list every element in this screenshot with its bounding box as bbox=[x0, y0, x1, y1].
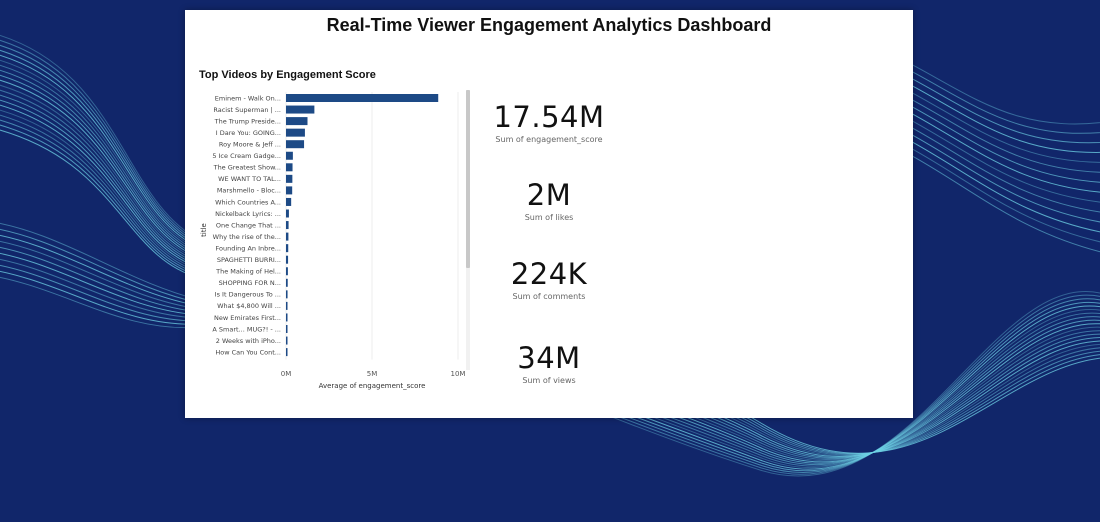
category-label: A Smart... MUG?! - ... bbox=[212, 325, 281, 333]
kpi-card-views: 34M Sum of views bbox=[475, 341, 623, 385]
kpi-card-engagement-score: 17.54M Sum of engagement_score bbox=[475, 100, 623, 144]
kpi-likes-label: Sum of likes bbox=[524, 213, 574, 222]
category-label: The Greatest Show... bbox=[213, 164, 281, 172]
category-label: How Can You Cont... bbox=[215, 348, 281, 356]
bar[interactable] bbox=[286, 151, 293, 160]
dashboard-title: Real-Time Viewer Engagement Analytics Da… bbox=[326, 15, 772, 35]
category-label: WE WANT TO TAL... bbox=[218, 175, 281, 183]
category-label: SPAGHETTI BURRI... bbox=[217, 256, 281, 264]
kpi-views-value: 34M bbox=[517, 341, 581, 375]
bar[interactable] bbox=[286, 348, 288, 357]
category-label: The Trump Preside... bbox=[214, 117, 281, 125]
bar[interactable] bbox=[286, 336, 288, 345]
bar[interactable] bbox=[286, 278, 288, 287]
x-tick-label: 0M bbox=[281, 370, 292, 378]
category-label: 2 Weeks with iPho... bbox=[216, 337, 281, 345]
bar[interactable] bbox=[286, 267, 288, 276]
category-label: What $4,800 Will ... bbox=[217, 302, 281, 310]
category-label: Nickelback Lyrics: ... bbox=[215, 210, 281, 218]
bar[interactable] bbox=[286, 301, 288, 310]
x-tick-label: 5M bbox=[367, 370, 378, 378]
bar[interactable] bbox=[286, 163, 293, 172]
category-label: Racist Superman | ... bbox=[213, 106, 281, 114]
bar[interactable] bbox=[286, 244, 289, 253]
category-label: Founding An Inbre... bbox=[216, 244, 282, 252]
bar[interactable] bbox=[286, 197, 292, 206]
category-label: SHOPPING FOR N... bbox=[219, 279, 281, 287]
wave-line bbox=[0, 270, 201, 325]
wave-line bbox=[0, 246, 201, 313]
category-label: Marshmello - Bloc... bbox=[217, 187, 281, 195]
wave-line bbox=[0, 276, 201, 329]
bar[interactable] bbox=[286, 128, 305, 137]
category-label: Why the rise of the... bbox=[213, 233, 281, 241]
category-label: The Making of Hel... bbox=[215, 268, 281, 276]
category-label: Eminem - Walk On... bbox=[215, 94, 281, 102]
category-label: I Dare You: GOING... bbox=[216, 129, 281, 137]
category-label: New Emirates First... bbox=[214, 314, 281, 322]
bar[interactable] bbox=[286, 232, 289, 241]
chart-title: Top Videos by Engagement Score bbox=[199, 69, 376, 81]
wave-line bbox=[0, 252, 201, 316]
wave-line bbox=[0, 264, 201, 322]
chart-scrollbar-thumb[interactable] bbox=[466, 90, 470, 268]
bar[interactable] bbox=[286, 221, 289, 230]
wave-line bbox=[0, 234, 201, 307]
kpi-likes-value: 2M bbox=[526, 178, 572, 212]
y-axis-title: title bbox=[200, 223, 208, 237]
engagement-bar-chart: Eminem - Walk On... Racist Superman | ...… bbox=[200, 90, 470, 390]
category-label: Which Countries A... bbox=[215, 198, 281, 206]
bar[interactable] bbox=[286, 105, 315, 114]
kpi-card-likes: 2M Sum of likes bbox=[475, 178, 623, 222]
x-axis-title: Average of engagement_score bbox=[319, 382, 426, 390]
bar[interactable] bbox=[286, 313, 288, 322]
category-label: Is It Dangerous To ... bbox=[215, 291, 281, 299]
wave-line bbox=[0, 240, 201, 310]
bar[interactable] bbox=[286, 117, 308, 126]
wave-line bbox=[0, 258, 201, 319]
bar[interactable] bbox=[286, 255, 289, 264]
bar[interactable] bbox=[286, 325, 288, 333]
wave-line bbox=[0, 228, 201, 304]
kpi-comments-label: Sum of comments bbox=[512, 292, 586, 301]
bar[interactable] bbox=[286, 94, 439, 102]
kpi-card-comments: 224K Sum of comments bbox=[475, 257, 623, 301]
kpi-engagement-score-value: 17.54M bbox=[493, 100, 605, 134]
kpi-views-label: Sum of views bbox=[522, 376, 576, 385]
bar[interactable] bbox=[286, 140, 305, 149]
x-tick-label: 10M bbox=[451, 370, 466, 378]
category-label: 5 Ice Cream Gadge... bbox=[212, 152, 281, 160]
bar[interactable] bbox=[286, 186, 293, 195]
dashboard-panel: Real-Time Viewer Engagement Analytics Da… bbox=[185, 10, 913, 418]
category-label: One Change That ... bbox=[216, 221, 281, 229]
bar[interactable] bbox=[286, 209, 289, 218]
kpi-engagement-score-label: Sum of engagement_score bbox=[495, 135, 603, 144]
bar[interactable] bbox=[286, 174, 293, 183]
kpi-comments-value: 224K bbox=[510, 257, 588, 291]
category-label: Roy Moore & Jeff ... bbox=[219, 141, 281, 149]
bar[interactable] bbox=[286, 290, 288, 299]
wave-line bbox=[0, 222, 201, 301]
